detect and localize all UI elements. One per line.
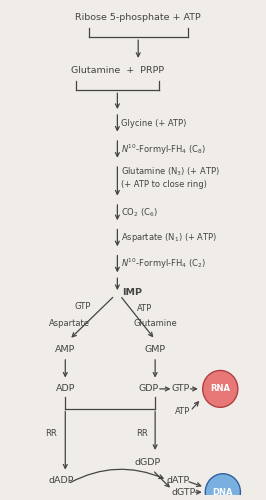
Text: GDP: GDP xyxy=(139,384,159,394)
Text: ADP: ADP xyxy=(56,384,75,394)
Text: $N^{10}$-Formyl-FH$_4$ (C$_2$): $N^{10}$-Formyl-FH$_4$ (C$_2$) xyxy=(121,256,206,270)
Text: dGTP: dGTP xyxy=(172,488,196,496)
Text: GTP: GTP xyxy=(171,384,190,394)
Text: Glutamine  +  PRPP: Glutamine + PRPP xyxy=(71,66,164,75)
Text: RR: RR xyxy=(136,428,148,438)
Text: ATP: ATP xyxy=(175,406,191,416)
Text: GTP: GTP xyxy=(74,302,90,312)
Text: IMP: IMP xyxy=(122,288,142,298)
Text: dGDP: dGDP xyxy=(134,458,160,467)
Text: Ribose 5-phosphate + ATP: Ribose 5-phosphate + ATP xyxy=(75,13,201,22)
Text: Glutamine (N$_3$) (+ ATP)
(+ ATP to close ring): Glutamine (N$_3$) (+ ATP) (+ ATP to clos… xyxy=(121,166,220,189)
Text: GMP: GMP xyxy=(145,345,166,354)
Text: AMP: AMP xyxy=(55,345,76,354)
Text: Aspartate (N$_1$) (+ ATP): Aspartate (N$_1$) (+ ATP) xyxy=(121,232,218,244)
Text: RNA: RNA xyxy=(210,384,230,394)
Text: dADP: dADP xyxy=(49,476,74,486)
Text: Aspartate: Aspartate xyxy=(49,319,90,328)
Ellipse shape xyxy=(205,474,240,500)
Text: dATP: dATP xyxy=(166,476,189,486)
Text: RR: RR xyxy=(45,428,57,438)
Text: Glycine (+ ATP): Glycine (+ ATP) xyxy=(121,119,187,128)
Text: $N^{10}$-Formyl-FH$_4$ (C$_8$): $N^{10}$-Formyl-FH$_4$ (C$_8$) xyxy=(121,142,206,156)
Text: Glutamine: Glutamine xyxy=(133,319,177,328)
Text: DNA: DNA xyxy=(213,488,233,496)
Text: ATP: ATP xyxy=(137,304,152,313)
Ellipse shape xyxy=(203,370,238,408)
Text: CO$_2$ (C$_6$): CO$_2$ (C$_6$) xyxy=(121,206,158,219)
